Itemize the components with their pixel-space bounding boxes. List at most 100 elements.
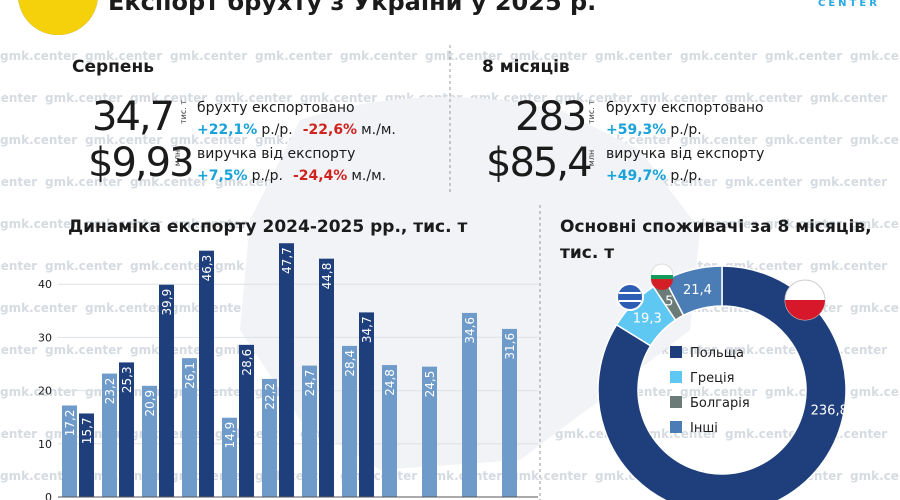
bar bbox=[279, 243, 294, 497]
title: Експорт брухту з України у 2025 р. bbox=[108, 0, 596, 16]
bar-value-label: 22,2 bbox=[263, 383, 277, 410]
slice-label: 19,3 bbox=[633, 312, 662, 327]
watermark: gmk.center bbox=[45, 91, 122, 105]
bar-value-label: 25,3 bbox=[120, 366, 134, 393]
watermark: gmk.center bbox=[0, 343, 37, 357]
watermark: gmk.center bbox=[765, 49, 842, 63]
chart-title: Динаміка експорту 2024-2025 рр., тис. т bbox=[68, 217, 468, 237]
watermark: gmk.center bbox=[850, 49, 900, 63]
watermark: gmk.center bbox=[45, 259, 122, 273]
watermark: gmk.center bbox=[85, 133, 162, 147]
watermark: gmk.center bbox=[725, 343, 802, 357]
watermark: gmk.center bbox=[130, 175, 207, 189]
watermark: gmk.center bbox=[850, 385, 900, 399]
watermark: gmk.center bbox=[255, 49, 332, 63]
bar-value-label: 28,4 bbox=[343, 350, 357, 377]
legend-swatch bbox=[670, 371, 682, 383]
kpi-label: виручка від експорту bbox=[606, 146, 764, 162]
bar-value-label: 46,3 bbox=[200, 255, 214, 282]
bar-value-label: 44,8 bbox=[320, 263, 334, 290]
watermark: gmk.center bbox=[85, 217, 162, 231]
change-basis: р./р. bbox=[252, 168, 283, 184]
bar bbox=[119, 362, 134, 497]
kpi-value: 283 bbox=[515, 94, 585, 140]
watermark: gmk.center bbox=[725, 91, 802, 105]
watermark: gmk.center bbox=[765, 217, 842, 231]
legend-label: Греція bbox=[690, 371, 734, 386]
watermark: gmk.center bbox=[680, 385, 757, 399]
watermark: gmk.center bbox=[0, 133, 77, 147]
kpi-value: 34,7 bbox=[92, 94, 173, 140]
bar bbox=[159, 284, 174, 497]
kpi-changes: +59,3% р./р. bbox=[606, 122, 702, 138]
slice-label: 5 bbox=[665, 294, 673, 309]
flag-pl-red bbox=[785, 300, 825, 320]
change-value: -24,4% bbox=[293, 168, 347, 184]
watermark: gmk.center bbox=[0, 49, 77, 63]
bar bbox=[79, 413, 94, 497]
flag-bg-red bbox=[651, 279, 673, 290]
kpi-label: брухту експортовано bbox=[197, 100, 355, 116]
watermark: gmk.center bbox=[85, 49, 162, 63]
bar-value-label: 15,7 bbox=[80, 417, 94, 444]
watermark: gmk.center bbox=[0, 175, 37, 189]
slice-label: 236,8 bbox=[811, 404, 848, 419]
bar bbox=[502, 328, 517, 497]
bar bbox=[359, 312, 374, 497]
watermark: gmk.center bbox=[850, 469, 900, 483]
watermark: gmk.center bbox=[0, 259, 37, 273]
kpi-unit: тис. т bbox=[179, 100, 188, 124]
watermark: gmk.center bbox=[680, 49, 757, 63]
kpi-period: 8 місяців bbox=[482, 57, 570, 77]
watermark: gmk.center bbox=[170, 133, 247, 147]
bar bbox=[382, 365, 397, 497]
legend-swatch bbox=[670, 421, 682, 433]
bar bbox=[262, 378, 277, 497]
flag-gr-cross bbox=[619, 292, 641, 302]
donut-chart: Основні споживачі за 8 місяців, тис. т 236… bbox=[560, 217, 872, 500]
watermark: gmk.center bbox=[85, 301, 162, 315]
kpi-value: $9,93 bbox=[88, 140, 193, 186]
bar bbox=[319, 258, 334, 497]
kpi-changes: +7,5% р./р. -24,4% м./м. bbox=[197, 168, 386, 184]
watermark: gmk.center bbox=[640, 427, 717, 441]
kpis: Серпень 34,7 тис. т брухту експортовано +22,… bbox=[72, 57, 764, 186]
watermark: gmk.center bbox=[850, 301, 900, 315]
y-tick-label: 30 bbox=[38, 331, 52, 344]
watermark: gmk.center bbox=[0, 217, 77, 231]
bar-value-label: 28,6 bbox=[240, 349, 254, 376]
bar bbox=[199, 250, 214, 497]
flag-bg-green bbox=[651, 275, 673, 279]
y-tick-label: 40 bbox=[38, 278, 52, 291]
kpi-period: Серпень bbox=[72, 57, 154, 77]
change-value: +49,7% bbox=[606, 168, 666, 184]
bar bbox=[342, 345, 357, 497]
bar-value-label: 31,6 bbox=[503, 333, 517, 360]
bar bbox=[62, 405, 77, 497]
watermark: gmk.center bbox=[45, 343, 122, 357]
chart-title: тис. т bbox=[560, 243, 614, 263]
watermark: gmk.center bbox=[425, 49, 502, 63]
bar bbox=[462, 312, 477, 497]
watermark: gmk.center bbox=[725, 427, 802, 441]
watermark: gmk.center bbox=[595, 49, 672, 63]
kpi-changes: +22,1% р./р. -22,6% м./м. bbox=[197, 122, 396, 138]
change-value: -22,6% bbox=[303, 122, 357, 138]
y-tick-label: 20 bbox=[38, 385, 52, 398]
change-basis: р./р. bbox=[670, 122, 701, 138]
bar-value-label: 34,7 bbox=[360, 316, 374, 343]
kpi-changes: +49,7% р./р. bbox=[606, 168, 702, 184]
legend-swatch bbox=[670, 396, 682, 408]
watermark: gmk.center bbox=[0, 91, 37, 105]
watermark: gmk.center bbox=[725, 175, 802, 189]
bar bbox=[102, 373, 117, 497]
watermark: gmk.center bbox=[850, 133, 900, 147]
kpi-value: $85,4 bbox=[486, 140, 591, 186]
y-tick-label: 10 bbox=[38, 438, 52, 451]
watermark: gmk.center bbox=[170, 49, 247, 63]
watermark: gmk.center bbox=[130, 259, 207, 273]
watermark: gmk.center bbox=[45, 175, 122, 189]
bar-value-label: 26,1 bbox=[183, 362, 197, 389]
watermark: gmk.center bbox=[810, 91, 887, 105]
